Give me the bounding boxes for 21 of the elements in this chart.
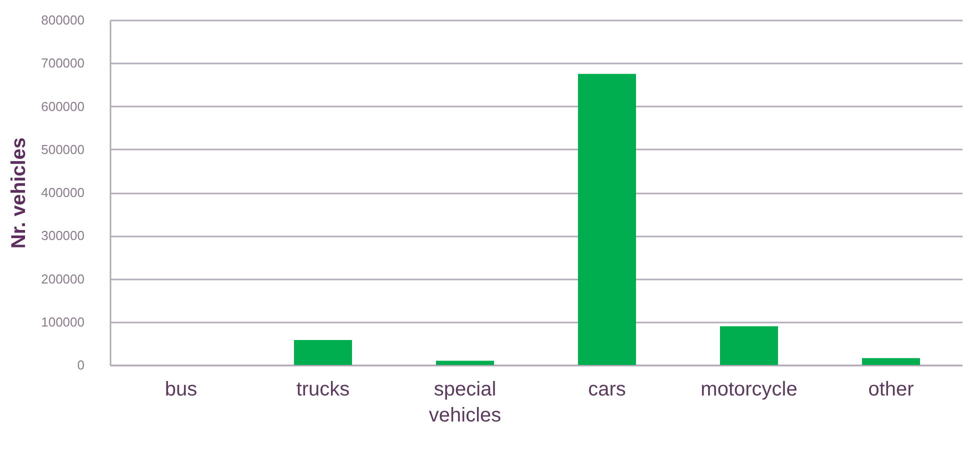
bar bbox=[436, 360, 494, 365]
x-tick-label: special vehicles bbox=[428, 378, 502, 426]
x-tick-label: trucks bbox=[296, 378, 350, 400]
y-tick-label: 400000 bbox=[41, 185, 84, 200]
y-tick-label: 600000 bbox=[41, 98, 84, 114]
x-tick-label: cars bbox=[588, 378, 626, 400]
y-tick-label: 700000 bbox=[41, 56, 84, 71]
y-tick-label: 100000 bbox=[41, 314, 84, 330]
x-tick-label: bus bbox=[164, 378, 198, 400]
x-tick-label: motorcycle bbox=[700, 378, 798, 400]
bar bbox=[862, 358, 920, 365]
bar bbox=[294, 340, 352, 365]
bar bbox=[720, 326, 778, 365]
y-tick-label: 500000 bbox=[41, 142, 84, 157]
y-tick-label: 300000 bbox=[41, 228, 84, 244]
y-axis-title: Nr. vehicles bbox=[8, 137, 30, 249]
x-tick-label: other bbox=[868, 378, 914, 400]
bar bbox=[578, 74, 636, 365]
y-tick-label: 200000 bbox=[41, 271, 84, 286]
y-tick-label: 0 bbox=[77, 358, 84, 372]
y-tick-label: 800000 bbox=[41, 12, 84, 28]
